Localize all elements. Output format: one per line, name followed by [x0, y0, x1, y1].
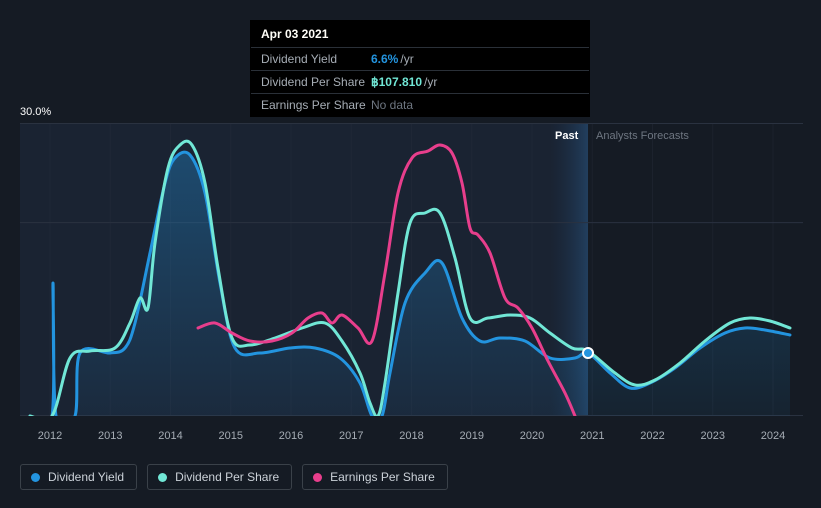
past-section-label: Past: [555, 130, 578, 142]
xaxis-tick-label: 2023: [701, 430, 725, 442]
tooltip-row: Earnings Per ShareNo data: [251, 93, 589, 116]
xaxis-tick-label: 2018: [399, 430, 423, 442]
legend-item-label: Earnings Per Share: [330, 470, 435, 484]
tooltip-date: Apr 03 2021: [251, 21, 589, 47]
tooltip-row-suffix: /yr: [400, 52, 413, 66]
line-chart: [20, 123, 803, 416]
tooltip-row-label: Earnings Per Share: [261, 98, 371, 112]
xaxis-tick-label: 2014: [158, 430, 182, 442]
forecast-section-label: Analysts Forecasts: [596, 130, 689, 142]
tooltip-row: Dividend Yield6.6% /yr: [251, 47, 589, 70]
legend-dot-icon: [313, 473, 322, 482]
xaxis-tick-label: 2020: [520, 430, 544, 442]
xaxis-tick-label: 2017: [339, 430, 363, 442]
xaxis-tick-label: 2021: [580, 430, 604, 442]
tooltip-row-label: Dividend Yield: [261, 52, 371, 66]
xaxis-tick-label: 2022: [640, 430, 664, 442]
tooltip-row-value: ฿107.810: [371, 75, 422, 89]
legend-item[interactable]: Dividend Yield: [20, 464, 137, 490]
yaxis-max-label: 30.0%: [20, 106, 51, 118]
tooltip-row-value: No data: [371, 98, 413, 112]
legend-item-label: Dividend Yield: [48, 470, 124, 484]
tooltip-row-suffix: /yr: [424, 75, 437, 89]
xaxis-tick-label: 2012: [38, 430, 62, 442]
legend-dot-icon: [31, 473, 40, 482]
xaxis-tick-label: 2016: [279, 430, 303, 442]
x-axis: 2012 2013 2014 2015 2016 2017 2018 2019 2020 2021…: [20, 430, 803, 446]
tooltip-row-value: 6.6%: [371, 52, 398, 66]
xaxis-tick-label: 2024: [761, 430, 785, 442]
legend-item[interactable]: Dividend Per Share: [147, 464, 292, 490]
legend-item-label: Dividend Per Share: [175, 470, 279, 484]
xaxis-tick-label: 2019: [460, 430, 484, 442]
tooltip-panel: Apr 03 2021 Dividend Yield6.6% /yrDivide…: [250, 20, 590, 117]
xaxis-tick-label: 2013: [98, 430, 122, 442]
tooltip-row: Dividend Per Share฿107.810 /yr: [251, 70, 589, 93]
xaxis-tick-label: 2015: [219, 430, 243, 442]
chart-legend: Dividend Yield Dividend Per Share Earnings…: [20, 464, 448, 490]
tooltip-row-label: Dividend Per Share: [261, 75, 371, 89]
legend-dot-icon: [158, 473, 167, 482]
legend-item[interactable]: Earnings Per Share: [302, 464, 448, 490]
